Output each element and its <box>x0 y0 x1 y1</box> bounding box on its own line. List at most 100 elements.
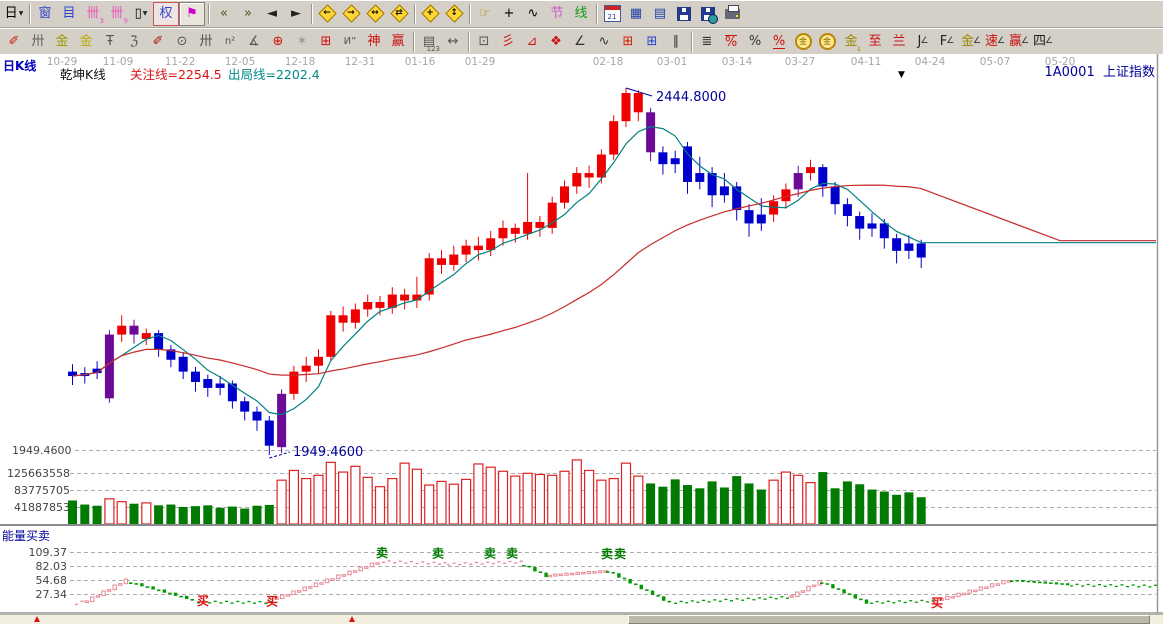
percent-red-icon[interactable]: % <box>772 33 786 49</box>
period-daily-icon[interactable]: 日 ▼ <box>4 6 24 21</box>
box-tool-icon[interactable]: ⊡ <box>478 34 490 49</box>
gold-grid-1-icon[interactable]: 金 <box>55 34 69 49</box>
slope-su-icon[interactable]: 速 ∠ <box>984 34 1006 49</box>
percent-icon[interactable]: % <box>748 34 762 49</box>
circle-ticks-icon[interactable]: ⊙ <box>176 34 188 49</box>
info-view-icon[interactable]: 目 <box>62 6 76 21</box>
toolbar-separator <box>596 3 597 24</box>
slope-si-icon[interactable]: 四 ∠ <box>1032 34 1054 49</box>
color-kline-icon[interactable]: ⚑ <box>179 1 205 26</box>
scrollbar-thumb[interactable] <box>628 615 1150 624</box>
star-grey-icon[interactable]: ✶ <box>296 34 308 49</box>
gold-coin-1-icon[interactable]: 金 <box>791 31 815 53</box>
horizontal-scrollbar[interactable] <box>0 614 1163 624</box>
zoom-in-left-icon[interactable]: → <box>339 3 363 25</box>
prev-bar-icon[interactable]: ◄ <box>267 6 277 21</box>
gold-down-icon[interactable]: 金 ↓ <box>844 34 862 53</box>
rights-adjust-icon[interactable]: 权 <box>153 1 179 26</box>
wave-i-icon[interactable]: И” <box>343 35 357 47</box>
volume-bar <box>620 462 632 525</box>
hand-tool-icon[interactable]: ☞ <box>479 6 491 21</box>
save-export-icon[interactable] <box>696 3 720 25</box>
target-box-icon[interactable]: ⊞ <box>320 34 332 49</box>
zhi-red-icon[interactable]: 至 <box>868 34 882 49</box>
polyline-tool-icon[interactable]: ∿ <box>527 6 539 21</box>
zoom-all-shrink-icon[interactable]: ↕ <box>442 3 466 25</box>
panel-tab-daily-kline[interactable]: 日K线 <box>3 59 37 73</box>
jie-marker-icon[interactable]: 节 <box>550 6 564 21</box>
angle-line-icon[interactable]: ∠ <box>574 34 586 49</box>
chart-dropdown-caret-icon[interactable]: ▼ <box>898 70 905 80</box>
window-layout-icon[interactable]: 窗 <box>38 6 52 21</box>
oscillator-dash <box>870 602 873 604</box>
parallel-icon[interactable]: ∥ <box>672 34 680 49</box>
oscillator-dash <box>447 564 450 566</box>
fan-box-icon[interactable]: ⊿ <box>526 34 538 49</box>
gold-coin-2-icon[interactable]: 金 <box>815 31 839 53</box>
zoom-out-left-icon[interactable]: ← <box>315 3 339 25</box>
lan-red-icon[interactable]: 兰 <box>892 34 906 49</box>
lattice-red-icon[interactable]: ⊞ <box>622 34 634 49</box>
zoom-h-expand-icon[interactable]: ↔ <box>363 3 387 25</box>
axis-labels-layer: 1949.4600 125663558 83775705 41887853 109.37… <box>7 444 72 601</box>
volume-bar <box>411 468 422 525</box>
zigzag-icon[interactable]: ∿ <box>598 34 610 49</box>
kline-style-icon[interactable]: ▯ ▼ <box>134 6 148 21</box>
gold-grid-2-icon[interactable]: 金 <box>79 34 93 49</box>
slope-ying-icon[interactable]: 赢 ∠ <box>1008 34 1030 49</box>
slope-j-icon[interactable]: J ∠ <box>917 34 929 49</box>
shen-grid-icon[interactable]: 神 <box>367 34 381 49</box>
jump-start-icon[interactable]: « <box>220 6 228 21</box>
next-bar-icon[interactable]: ► <box>291 6 301 21</box>
calendar-icon[interactable]: 21 <box>600 3 624 25</box>
calculator-icon[interactable]: ▦ <box>629 6 643 21</box>
h-measure-icon[interactable]: ↔ <box>447 34 459 49</box>
web-box-icon[interactable]: ❖ <box>550 34 562 49</box>
slope-f-icon[interactable]: F ∠ <box>939 34 955 49</box>
crosshair-tool-icon[interactable]: + <box>503 6 515 21</box>
oscillator-bar <box>364 566 369 569</box>
oscillator-dash <box>909 600 913 602</box>
notepad-icon[interactable]: ▤ <box>653 6 667 21</box>
oscillator-bar <box>95 595 101 598</box>
target-red-icon[interactable]: ⊕ <box>272 34 284 49</box>
oscillator-dash <box>702 599 705 602</box>
volume-bar <box>227 506 237 524</box>
f-grid-icon[interactable]: Ŧ <box>106 34 114 49</box>
volume-bar <box>768 479 779 525</box>
oscillator-dash <box>1103 585 1107 587</box>
ying-grid-icon[interactable]: 赢 <box>391 34 405 49</box>
slope-gold-icon[interactable]: 金 ∠ <box>960 34 982 49</box>
oscillator-dash <box>763 598 767 600</box>
compare-bars-icon[interactable]: ≣ <box>701 34 713 49</box>
chart-area[interactable]: 1949.4600 125663558 83775705 41887853 109.37… <box>0 54 1163 614</box>
candle <box>92 368 102 374</box>
oscillator-dash <box>1075 583 1079 585</box>
volume-axis-label: 83775705 <box>14 484 70 497</box>
candle <box>596 154 606 178</box>
print-icon[interactable] <box>720 3 744 25</box>
percent-t-icon[interactable]: % <box>724 34 738 50</box>
oscillator-bar <box>341 574 347 577</box>
fan-lines-icon[interactable]: 彡 <box>501 34 515 49</box>
rocket-2-icon[interactable]: ✐ <box>152 34 164 49</box>
zoom-h-shrink-icon[interactable]: ⇄ <box>387 3 411 25</box>
zoom-all-expand-icon[interactable]: + <box>418 3 442 25</box>
oscillator-bar <box>939 598 944 601</box>
oscillator-dash <box>730 600 733 602</box>
n-square-icon[interactable]: n² <box>224 35 236 47</box>
save-icon[interactable] <box>672 3 696 25</box>
spiral-tool-icon[interactable]: ℨ <box>129 34 138 49</box>
angle-a-icon[interactable]: ∡ <box>248 34 260 49</box>
grid-overlay-icon[interactable]: 卅 <box>31 34 45 49</box>
lattice-blue-icon[interactable]: ⊞ <box>646 34 658 49</box>
grid-plain-icon[interactable]: 卅 <box>199 34 213 49</box>
draw-rocket-icon[interactable]: ✐ <box>8 34 20 49</box>
ruler-123-icon[interactable]: ▤ 123 <box>422 34 440 53</box>
xian-marker-icon[interactable]: 线 <box>574 6 588 21</box>
ma-short-line <box>72 126 922 416</box>
volume-bar <box>571 459 582 525</box>
jump-end-icon[interactable]: » <box>244 6 252 21</box>
